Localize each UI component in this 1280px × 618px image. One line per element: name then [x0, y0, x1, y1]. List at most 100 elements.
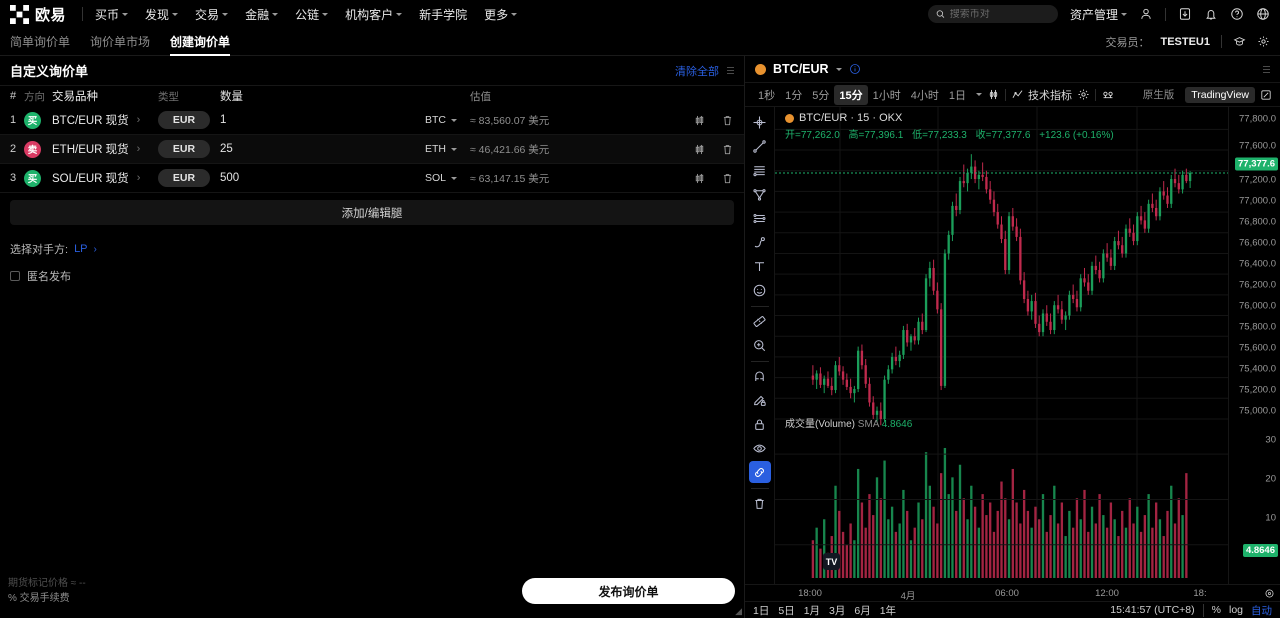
tab-simple-rfq[interactable]: 简单询价单 [10, 35, 71, 49]
indicators-icon[interactable] [1011, 88, 1024, 101]
range-1m[interactable]: 1月 [803, 604, 821, 617]
candlestick-type-icon[interactable] [987, 88, 1000, 101]
chart-panel-drag-handle[interactable] [1263, 65, 1270, 73]
row-symbol[interactable]: ETH/EUR 现货 › [52, 141, 158, 157]
direction-badge-buy[interactable]: 买 [24, 111, 41, 129]
zoom-icon[interactable] [749, 334, 771, 356]
ruler-icon[interactable] [749, 310, 771, 332]
price-axis[interactable]: 77,800.0 77,600.0 77,377.6 77,200.0 77,0… [1228, 107, 1280, 584]
chevron-right-icon[interactable]: › [136, 172, 141, 184]
scale-percent-button[interactable]: % [1211, 604, 1221, 616]
version-tradingview-button[interactable]: TradingView [1185, 86, 1255, 103]
search-input[interactable] [949, 8, 1050, 20]
delete-icon[interactable] [721, 143, 734, 156]
scale-log-button[interactable]: log [1228, 604, 1243, 616]
indicators-label[interactable]: 技术指标 [1028, 89, 1072, 102]
row-direction[interactable]: 卖 [24, 140, 52, 158]
add-edit-leg-button[interactable]: 添加/编辑腿 [10, 200, 734, 225]
fullscreen-icon[interactable] [1260, 89, 1272, 101]
nav-item-discover[interactable]: 发现 [145, 6, 179, 23]
row-type[interactable]: EUR [158, 140, 220, 158]
range-5d[interactable]: 5日 [778, 604, 795, 617]
row-quantity-input[interactable]: 25 [220, 143, 233, 155]
timeframe-1m[interactable]: 1分 [785, 89, 803, 102]
timeframe-1h[interactable]: 1小时 [872, 89, 901, 102]
range-1d[interactable]: 1日 [753, 604, 770, 617]
candlestick-icon[interactable] [693, 172, 706, 185]
crosshair-icon[interactable] [749, 111, 771, 133]
version-native-button[interactable]: 原生版 [1142, 89, 1175, 101]
table-row[interactable]: 2 卖 ETH/EUR 现货 › EUR 25 ETH [0, 135, 744, 164]
nav-item-institutional[interactable]: 机构客户 [345, 6, 403, 23]
magnet-icon[interactable] [749, 365, 771, 387]
nav-item-trade[interactable]: 交易 [195, 6, 229, 23]
nav-item-asset-management[interactable]: 资产管理 [1070, 6, 1127, 23]
delete-icon[interactable] [721, 172, 734, 185]
brush-icon[interactable] [749, 231, 771, 253]
table-row[interactable]: 3 买 SOL/EUR 现货 › EUR 500 SOL [0, 164, 744, 193]
emoji-icon[interactable] [749, 279, 771, 301]
timeframe-1d[interactable]: 1日 [948, 89, 966, 102]
resize-handle-icon[interactable]: ◢ [735, 606, 742, 616]
row-symbol[interactable]: BTC/EUR 现货 › [52, 112, 158, 128]
range-1y[interactable]: 1年 [879, 604, 897, 617]
timeframe-4h[interactable]: 4小时 [910, 89, 939, 102]
graduation-cap-icon[interactable] [1233, 35, 1246, 48]
type-pill[interactable]: EUR [158, 169, 210, 187]
help-icon[interactable] [1230, 7, 1244, 21]
chevron-right-icon[interactable]: › [136, 143, 141, 155]
trash-icon[interactable] [749, 492, 771, 514]
link-icon[interactable] [748, 461, 771, 483]
timeframe-15m[interactable]: 15分 [834, 84, 868, 105]
chart-plot-area[interactable]: BTC/EUR · 15 · OKX 开=77,262.0 高=77,396.1… [775, 107, 1228, 584]
type-pill[interactable]: EUR [158, 111, 210, 129]
tradingview-logo-icon[interactable]: TV [823, 553, 840, 570]
scale-auto-button[interactable]: 自动 [1251, 604, 1272, 617]
row-direction[interactable]: 买 [24, 111, 52, 129]
row-unit-select[interactable]: ETH [425, 143, 470, 155]
text-icon[interactable] [749, 255, 771, 277]
anonymous-checkbox[interactable] [10, 271, 20, 281]
row-type[interactable]: EUR [158, 111, 220, 129]
chevron-down-icon[interactable] [835, 68, 842, 71]
pattern-icon[interactable] [749, 207, 771, 229]
row-quantity-input[interactable]: 500 [220, 172, 240, 184]
row-type[interactable]: EUR [158, 169, 220, 187]
globe-icon[interactable] [1256, 7, 1270, 21]
nav-item-chain[interactable]: 公链 [295, 6, 329, 23]
tab-rfq-market[interactable]: 询价单市场 [90, 35, 151, 49]
search-box[interactable] [927, 5, 1058, 23]
timeframe-1s[interactable]: 1秒 [758, 89, 776, 102]
direction-badge-sell[interactable]: 卖 [24, 140, 41, 158]
horizontal-lines-icon[interactable] [749, 159, 771, 181]
reset-chart-icon[interactable] [1264, 588, 1275, 599]
type-pill[interactable]: EUR [158, 140, 210, 158]
panel-drag-handle[interactable] [727, 67, 734, 74]
pencil-lock-icon[interactable] [749, 389, 771, 411]
eye-icon[interactable] [749, 437, 771, 459]
tab-create-rfq[interactable]: 创建询价单 [170, 28, 231, 56]
table-row[interactable]: 1 买 BTC/EUR 现货 › EUR 1 BTC [0, 106, 744, 135]
bell-icon[interactable] [1204, 7, 1218, 21]
candlestick-icon[interactable] [693, 143, 706, 156]
info-icon[interactable] [849, 63, 861, 75]
range-3m[interactable]: 3月 [829, 604, 846, 617]
anonymous-publish-row[interactable]: 匿名发布 [0, 257, 744, 284]
nav-item-more[interactable]: 更多 [484, 6, 518, 23]
nav-item-finance[interactable]: 金融 [245, 6, 279, 23]
row-symbol[interactable]: SOL/EUR 现货 › [52, 170, 158, 186]
range-6m[interactable]: 6月 [854, 604, 871, 617]
row-quantity-input[interactable]: 1 [220, 114, 227, 126]
delete-icon[interactable] [721, 114, 734, 127]
user-icon[interactable] [1139, 7, 1153, 21]
download-icon[interactable] [1178, 7, 1192, 21]
candlestick-icon[interactable] [693, 114, 706, 127]
gear-icon[interactable] [1257, 35, 1270, 48]
time-axis[interactable]: 18:00 4月 06:00 12:00 18: [745, 584, 1280, 602]
direction-badge-buy[interactable]: 买 [24, 169, 41, 187]
compare-icon[interactable] [1101, 88, 1115, 101]
row-unit-select[interactable]: BTC [425, 114, 470, 126]
pitchfork-icon[interactable] [749, 183, 771, 205]
clear-all-button[interactable]: 清除全部 [675, 65, 719, 78]
gear-icon[interactable] [1077, 88, 1090, 101]
